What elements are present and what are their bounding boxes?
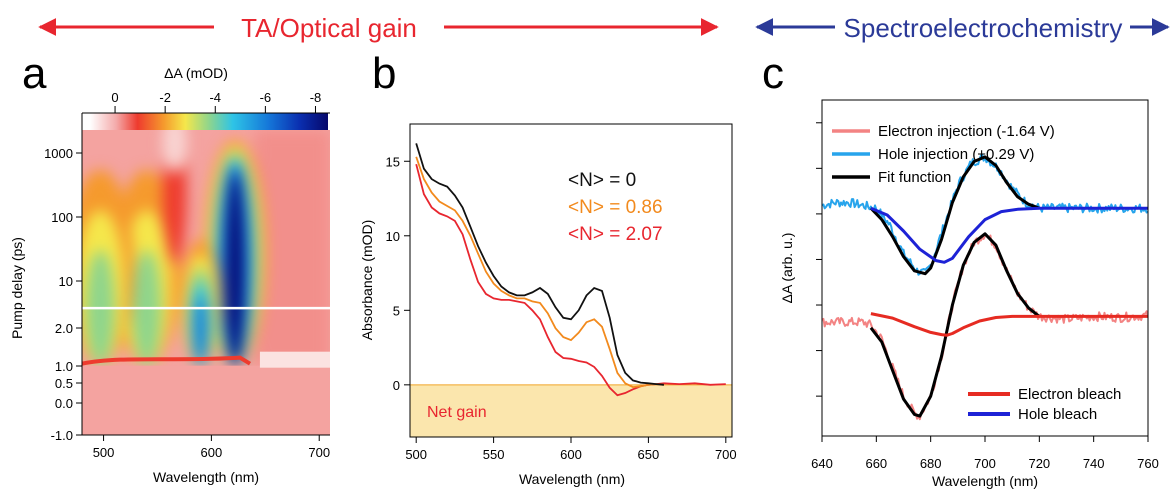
panel-letter-a: a — [22, 49, 47, 98]
panel-a-x-tick-label: 700 — [308, 445, 330, 460]
panel-a-y-tick-label: 1.0 — [55, 359, 73, 374]
panel-b-x-tick-label: 650 — [638, 447, 660, 462]
panel-a-x-tick-label: 600 — [201, 445, 223, 460]
colorbar-ticks: 0 -2 -4 -6 -8 — [111, 90, 321, 113]
panel-c-ylabel: ΔA (arb. u.) — [779, 233, 795, 304]
panel-c-x-tick-label: 740 — [1083, 456, 1105, 471]
legend-entry: Electron bleach — [1018, 386, 1121, 403]
panel-b-y-tick-label: 5 — [393, 303, 400, 318]
colorbar-tick-label: -2 — [159, 90, 171, 105]
heatmap-pre-zero — [82, 365, 330, 435]
series-line — [415, 156, 664, 389]
header-right: Spectroelectrochemistry — [755, 13, 1170, 43]
panel-b-x-tick-label: 700 — [715, 447, 737, 462]
panel-c: 640 660 680 700 720 740 760 Electron injection… — [779, 99, 1159, 489]
legend-entry: <N> = 0 — [568, 170, 636, 191]
panel-a: ΔA (mOD) 0 -2 -4 -6 -8 500 600 700 1000 100 10 2.0… — [9, 65, 330, 485]
panel-b-y-tick-label: 15 — [386, 154, 400, 169]
panel-letter-c: c — [762, 49, 784, 98]
panel-b-x-tick-label: 550 — [483, 447, 505, 462]
heatmap-band — [82, 170, 135, 366]
heatmap-band — [179, 240, 222, 366]
panel-c-x-tick-label: 700 — [974, 456, 996, 471]
panel-a-y-tick-label: 0.0 — [55, 396, 73, 411]
panel-c-x-tick-label: 640 — [811, 456, 833, 471]
header-left: TA/Optical gain — [38, 13, 719, 43]
net-gain-label: Net gain — [427, 404, 487, 421]
panel-c-x-tick-label: 680 — [920, 456, 942, 471]
header-right-label: Spectroelectrochemistry — [844, 13, 1123, 43]
heatmap-scatter-stripe — [259, 351, 330, 368]
panel-a-xlabel: Wavelength (nm) — [153, 469, 259, 485]
colorbar-tick-label: -6 — [260, 90, 272, 105]
panel-a-y-tick-label: -1.0 — [51, 428, 73, 443]
legend-entry: <N> = 0.86 — [568, 197, 663, 218]
colorbar-tick-label: -4 — [209, 90, 221, 105]
series-line — [869, 155, 1040, 276]
panel-a-y-tick-label: 100 — [51, 210, 73, 225]
panel-c-x-tick-label: 720 — [1028, 456, 1050, 471]
legend-entry: <N> = 2.07 — [568, 224, 663, 245]
colorbar-label: ΔA (mOD) — [164, 65, 228, 81]
panel-a-axes: 500 600 700 1000 100 10 2.0 1.0 0.5 0.0 -1.0 — [44, 113, 330, 460]
series-line — [870, 312, 1148, 337]
series-line — [869, 232, 1041, 418]
panel-b-y-tick-label: 10 — [386, 229, 400, 244]
panel-b-legend: <N> = 0 <N> = 0.86 <N> = 2.07 — [568, 170, 663, 245]
legend-entry: Hole bleach — [1018, 406, 1097, 423]
panel-letter-b: b — [372, 49, 396, 98]
panel-a-ylabel: Pump delay (ps) — [9, 237, 25, 339]
heatmap-onset-edge — [82, 355, 252, 366]
panel-c-series — [822, 154, 1148, 421]
panel-a-y-tick-label: 1000 — [44, 146, 73, 161]
panel-b-series — [410, 143, 732, 397]
panel-c-x-tick-label: 660 — [865, 456, 887, 471]
heatmap-ridge-top — [162, 130, 187, 173]
series-line — [822, 234, 1148, 421]
series-line — [870, 206, 1148, 264]
panel-c-x-tick-label: 760 — [1137, 456, 1159, 471]
legend-entry: Electron injection (-1.64 V) — [878, 123, 1055, 140]
panel-c-axes: 640 660 680 700 720 740 760 — [811, 122, 1159, 471]
heatmap-onset — [82, 351, 330, 435]
panel-c-legend: Electron injection (-1.64 V) Hole injecti… — [832, 123, 1121, 423]
heatmap-band-layer — [228, 176, 242, 366]
panel-b-ylabel: Absorbance (mOD) — [359, 220, 375, 341]
panel-c-xlabel: Wavelength (nm) — [932, 473, 1038, 489]
colorbar-tick-label: 0 — [111, 90, 118, 105]
panel-a-y-tick-label: 0.5 — [55, 376, 73, 391]
panel-b-x-tick-label: 600 — [560, 447, 582, 462]
net-gain-region — [410, 384, 732, 437]
panel-b-xlabel: Wavelength (nm) — [519, 471, 625, 487]
panel-b-axes: 500 550 600 650 700 0 5 10 15 — [386, 154, 737, 462]
legend-entry: Fit function — [878, 169, 951, 186]
heatmap-band-layer — [194, 296, 207, 366]
series-line — [822, 154, 1148, 276]
colorbar — [90, 113, 328, 130]
panel-b-y-tick-label: 0 — [393, 378, 400, 393]
panel-a-x-tick-label: 500 — [93, 445, 115, 460]
panel-a-y-tick-label: 10 — [59, 274, 73, 289]
colorbar-tick-label: -8 — [310, 90, 322, 105]
series-line — [415, 143, 664, 386]
legend-entry: Hole injection (+0.29 V) — [878, 146, 1034, 163]
panel-a-y-tick-label: 2.0 — [55, 321, 73, 336]
heatmap-red-tail — [254, 130, 330, 366]
header-left-label: TA/Optical gain — [241, 13, 417, 43]
panel-b-x-tick-label: 500 — [405, 447, 427, 462]
